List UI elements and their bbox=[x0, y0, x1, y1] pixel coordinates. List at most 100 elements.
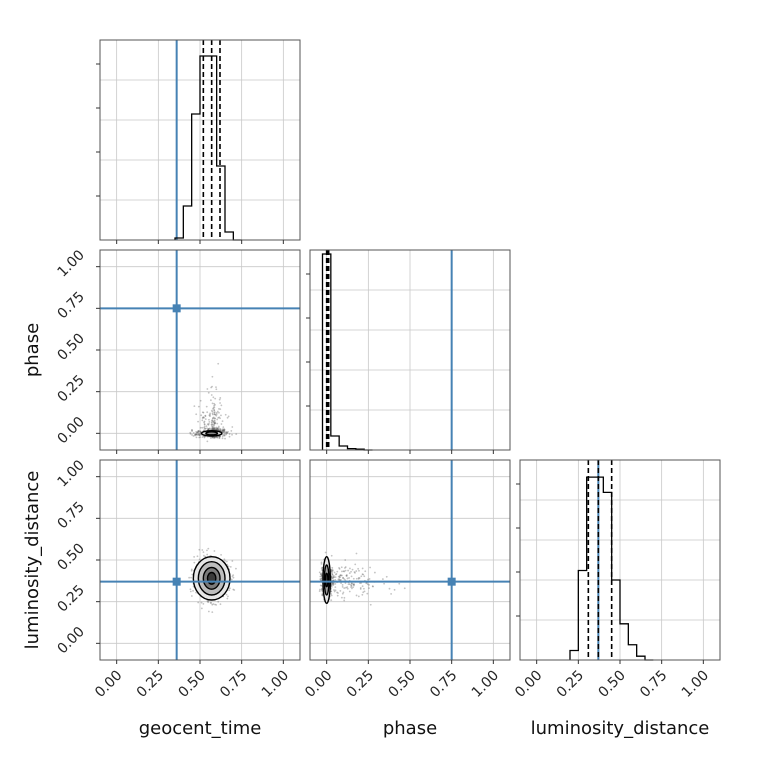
sample-point bbox=[220, 404, 223, 407]
sample-point bbox=[203, 426, 205, 429]
sample-point bbox=[217, 427, 220, 429]
sample-point bbox=[210, 428, 213, 430]
sample-point bbox=[393, 588, 396, 591]
sample-point bbox=[213, 423, 215, 426]
sample-point bbox=[197, 430, 199, 433]
sample-point bbox=[214, 417, 216, 420]
sample-point bbox=[211, 419, 214, 422]
sample-point bbox=[324, 551, 327, 554]
sample-point bbox=[352, 583, 355, 585]
sample-point bbox=[199, 399, 202, 402]
sample-point bbox=[331, 571, 333, 574]
sample-point bbox=[359, 587, 362, 589]
sample-point bbox=[331, 583, 333, 586]
sample-point bbox=[220, 428, 222, 431]
sample-point bbox=[213, 402, 216, 405]
histogram-panel-luminosity_distance bbox=[516, 459, 721, 664]
sample-point bbox=[212, 407, 215, 409]
sample-point bbox=[361, 573, 364, 576]
density-panel-geocent_time-luminosity_distance bbox=[96, 459, 301, 664]
sample-point bbox=[197, 433, 200, 436]
sample-point bbox=[321, 587, 323, 590]
sample-point bbox=[341, 585, 344, 588]
sample-point bbox=[212, 436, 215, 439]
sample-point bbox=[320, 572, 322, 575]
sample-point bbox=[210, 423, 213, 426]
sample-point bbox=[348, 590, 351, 593]
sample-point bbox=[358, 577, 361, 579]
sample-point bbox=[321, 594, 324, 597]
y-tick-label: 0.25 bbox=[54, 582, 87, 615]
sample-point bbox=[344, 559, 347, 561]
sample-point bbox=[212, 426, 215, 428]
sample-point bbox=[346, 586, 349, 589]
sample-point bbox=[201, 549, 204, 551]
sample-point bbox=[209, 428, 212, 431]
sample-point bbox=[363, 590, 366, 593]
sample-point bbox=[334, 582, 337, 585]
sample-point bbox=[214, 417, 216, 420]
x-tick-label: 1.00 bbox=[679, 668, 712, 701]
x-axis-label-phase: phase bbox=[383, 718, 437, 739]
sample-point bbox=[213, 428, 216, 431]
sample-point bbox=[204, 418, 207, 421]
x-axis-label-luminosity-distance: luminosity_distance bbox=[531, 718, 710, 739]
sample-point bbox=[196, 433, 199, 436]
sample-point bbox=[204, 415, 207, 417]
sample-point bbox=[197, 420, 199, 423]
sample-point bbox=[198, 430, 200, 432]
sample-point bbox=[320, 561, 323, 564]
sample-point bbox=[216, 418, 219, 421]
sample-point bbox=[348, 583, 351, 586]
sample-point bbox=[334, 578, 337, 581]
sample-point bbox=[220, 414, 222, 417]
sample-point bbox=[330, 593, 333, 595]
sample-point bbox=[331, 569, 334, 572]
sample-point bbox=[385, 575, 388, 578]
sample-point bbox=[331, 575, 333, 578]
sample-point bbox=[191, 434, 193, 436]
sample-point bbox=[344, 569, 347, 572]
sample-point bbox=[340, 596, 343, 599]
sample-point bbox=[343, 587, 346, 589]
sample-point bbox=[219, 435, 222, 438]
sample-point bbox=[204, 427, 207, 430]
sample-point bbox=[195, 434, 198, 436]
truth-marker bbox=[447, 577, 456, 586]
sample-point bbox=[344, 579, 347, 582]
sample-point bbox=[338, 567, 340, 569]
sample-point bbox=[319, 578, 322, 580]
sample-point bbox=[206, 553, 209, 556]
sample-point bbox=[351, 568, 354, 571]
sample-point bbox=[319, 573, 322, 575]
sample-point bbox=[214, 436, 217, 439]
sample-point bbox=[403, 587, 406, 590]
density-contour bbox=[205, 431, 219, 436]
sample-point bbox=[225, 560, 228, 563]
sample-point bbox=[215, 414, 218, 417]
sample-point bbox=[207, 428, 210, 431]
sample-point bbox=[213, 419, 216, 422]
sample-point bbox=[373, 571, 376, 574]
sample-point bbox=[231, 426, 234, 428]
sample-point bbox=[398, 582, 401, 585]
sample-point bbox=[345, 575, 348, 577]
sample-point bbox=[224, 560, 226, 562]
sample-point bbox=[337, 575, 340, 578]
sample-point bbox=[222, 429, 224, 432]
sample-point bbox=[200, 414, 203, 417]
sample-point bbox=[221, 428, 224, 430]
sample-point bbox=[342, 577, 344, 579]
sample-point bbox=[330, 570, 333, 572]
sample-point bbox=[331, 582, 334, 585]
sample-point bbox=[209, 412, 211, 415]
sample-point bbox=[222, 429, 225, 432]
sample-point bbox=[215, 411, 218, 414]
sample-point bbox=[368, 583, 370, 586]
sample-point bbox=[333, 576, 335, 579]
x-tick-label: 0.25 bbox=[344, 668, 377, 701]
sample-point bbox=[216, 428, 218, 430]
sample-point bbox=[221, 430, 224, 433]
y-tick-label: 0.75 bbox=[54, 289, 87, 322]
histogram-step bbox=[321, 253, 373, 451]
